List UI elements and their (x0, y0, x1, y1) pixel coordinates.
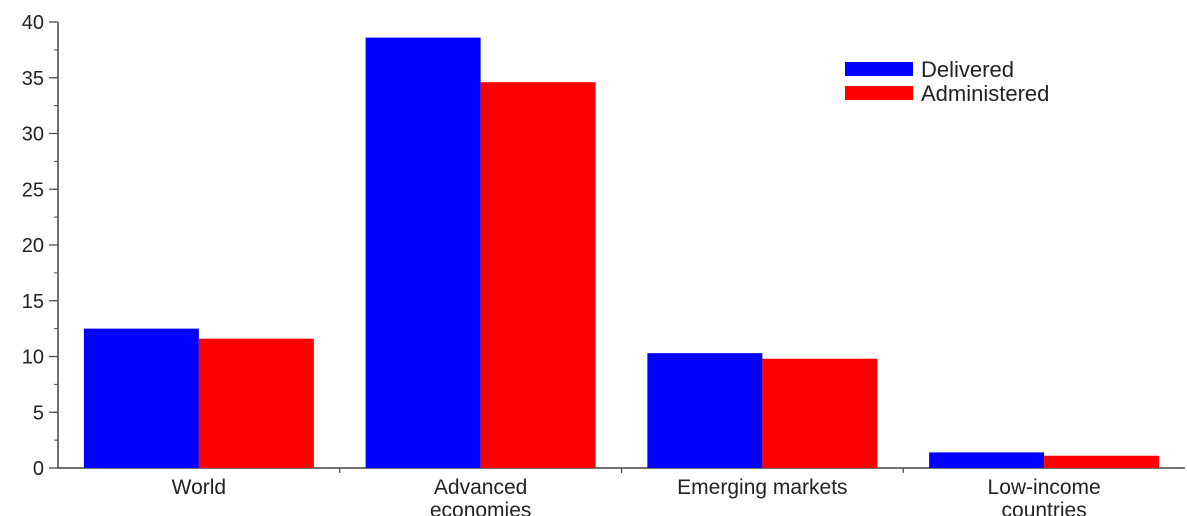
x-category-label: Advanced (434, 476, 527, 499)
y-tick-label: 40 (22, 12, 44, 34)
bar-delivered-1 (365, 37, 481, 469)
x-category-label: Low-income (988, 476, 1101, 499)
y-tick-label: 0 (33, 458, 44, 480)
legend-label-administered: Administered (921, 81, 1049, 106)
bar-delivered-3 (929, 452, 1045, 468)
legend-swatch-administered (845, 86, 913, 100)
y-tick-label: 30 (22, 124, 44, 146)
y-tick-label: 10 (22, 347, 44, 369)
bar-administered-3 (1044, 455, 1160, 468)
legend-label-delivered: Delivered (921, 57, 1014, 82)
chart-bars (83, 37, 1160, 469)
x-category-label: economies (430, 499, 532, 516)
bar-delivered-0 (83, 328, 199, 468)
x-category-label: Emerging markets (677, 476, 847, 499)
bar-administered-0 (198, 338, 314, 468)
bar-administered-2 (762, 358, 878, 468)
bar-delivered-2 (647, 353, 763, 468)
y-tick-label: 20 (22, 235, 44, 257)
y-tick-label: 35 (22, 68, 44, 90)
y-tick-label: 25 (22, 179, 44, 201)
y-tick-label: 5 (33, 402, 44, 424)
x-category-label: countries (1002, 499, 1087, 516)
y-tick-label: 15 (22, 291, 44, 313)
legend-swatch-delivered (845, 62, 913, 76)
x-category-label: World (172, 476, 226, 499)
bar-administered-1 (480, 82, 596, 469)
